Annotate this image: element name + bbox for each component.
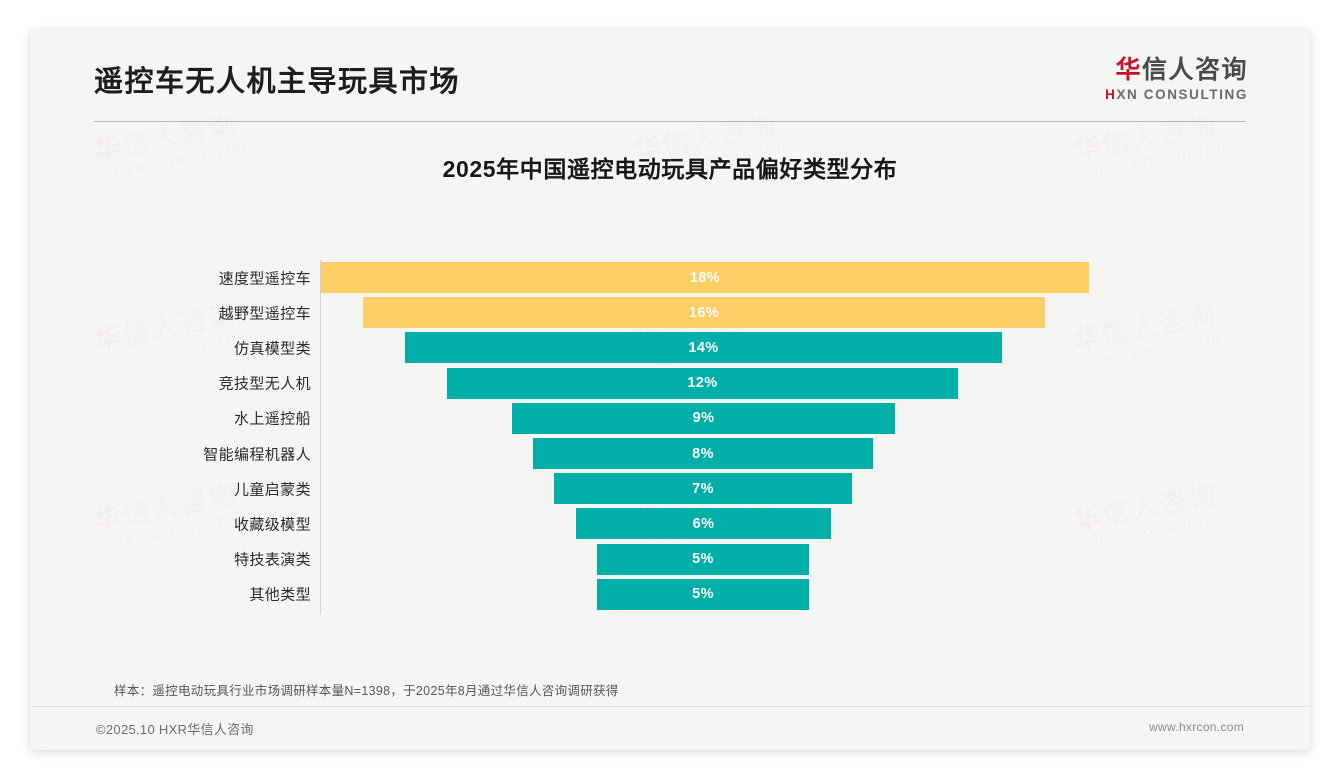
chart-bar-row[interactable]: 智能编程机器人 8%: [30, 436, 1310, 471]
bar-value-label: 18%: [689, 269, 721, 286]
bar-category-label: 水上遥控船: [233, 410, 311, 428]
bar-value-label: 16%: [688, 304, 720, 321]
slide-canvas: 华信人咨询 HXN CONSULTING 华信人咨询 HXN CONSULTING 华信…: [30, 30, 1310, 750]
logo-english-rest: XN CONSULTING: [1116, 86, 1248, 102]
slide-header: 遥控车无人机主导玩具市场 华信人咨询 HXN CONSULTING: [30, 30, 1310, 122]
bar-value-label: 12%: [687, 375, 718, 392]
header-divider: [94, 121, 1246, 122]
bar-category-label: 越野型遥控车: [218, 305, 311, 323]
bar-category-label: 儿童启蒙类: [233, 481, 311, 499]
bar-category-label: 智能编程机器人: [203, 446, 311, 463]
logo-chinese-red-char: 华: [1115, 56, 1142, 84]
source-footnote: 样本：遥控电动玩具行业市场调研样本量N=1398，于2025年8月通过华信人咨询…: [114, 684, 619, 698]
bar-value-label: 14%: [688, 339, 719, 356]
chart-bar[interactable]: 16%: [363, 297, 1045, 329]
website-url: www.hxrcon.com: [1149, 720, 1244, 734]
bar-category-label: 仿真模型类: [233, 340, 311, 358]
chart-bar[interactable]: 7%: [554, 473, 852, 505]
slide-footer: ©2025.10 HXR华信人咨询 www.hxrcon.com: [30, 707, 1310, 750]
bar-value-label: 8%: [692, 445, 714, 462]
logo-chinese-text: 华信人咨询: [1105, 56, 1248, 85]
chart-bar[interactable]: 5%: [597, 543, 809, 575]
footer-divider: [30, 706, 1310, 707]
bar-value-label: 7%: [692, 480, 714, 497]
chart-bar-row[interactable]: 水上遥控船 9%: [30, 401, 1310, 436]
chart-bar[interactable]: 5%: [597, 578, 809, 610]
bar-value-label: 5%: [692, 551, 714, 568]
bar-category-label: 特技表演类: [233, 551, 311, 569]
chart-bar[interactable]: 12%: [447, 367, 958, 399]
bar-category-label: 其他类型: [249, 586, 311, 604]
logo-chinese-rest: 信人咨询: [1141, 56, 1248, 84]
chart-bar-row[interactable]: 儿童启蒙类 7%: [30, 471, 1310, 506]
chart-bar[interactable]: 6%: [576, 508, 831, 540]
bar-category-label: 收藏级模型: [233, 516, 311, 534]
chart-bar-row[interactable]: 竞技型无人机 12%: [30, 366, 1310, 401]
chart-bar-row[interactable]: 速度型遥控车 18%: [30, 260, 1310, 295]
company-logo: 华信人咨询 HXN CONSULTING: [1105, 56, 1248, 102]
bar-category-label: 竞技型无人机: [218, 375, 311, 393]
chart-bar[interactable]: 18%: [321, 262, 1089, 293]
copyright-text: ©2025.10 HXR华信人咨询: [96, 722, 254, 737]
chart-bar-row[interactable]: 越野型遥控车 16%: [30, 295, 1310, 330]
chart-bar[interactable]: 9%: [512, 402, 895, 434]
bar-value-label: 5%: [692, 586, 714, 603]
page-title: 遥控车无人机主导玩具市场: [94, 66, 461, 98]
chart-bar[interactable]: 14%: [405, 332, 1002, 364]
chart-container: 2025年中国遥控电动玩具产品偏好类型分布 速度型遥控车 18% 越野型遥控车 16%…: [30, 122, 1310, 682]
chart-bar-row[interactable]: 特技表演类 5%: [30, 542, 1310, 577]
bar-value-label: 6%: [692, 515, 715, 532]
chart-bar-row[interactable]: 收藏级模型 6%: [30, 506, 1310, 541]
chart-bar[interactable]: 8%: [533, 438, 873, 469]
chart-title: 2025年中国遥控电动玩具产品偏好类型分布: [442, 156, 898, 182]
chart-bar-row[interactable]: 仿真模型类 14%: [30, 330, 1310, 365]
bar-value-label: 9%: [692, 410, 715, 427]
logo-english-red-char: H: [1105, 86, 1117, 102]
funnel-bar-plot: 速度型遥控车 18% 越野型遥控车 16% 仿真模型类 14% 竞技型无人机 12% 水上遥控船…: [30, 260, 1310, 630]
chart-bar-row[interactable]: 其他类型 5%: [30, 577, 1310, 612]
category-axis-line: [320, 260, 321, 615]
logo-english-text: HXN CONSULTING: [1105, 87, 1248, 102]
bar-category-label: 速度型遥控车: [218, 270, 311, 287]
